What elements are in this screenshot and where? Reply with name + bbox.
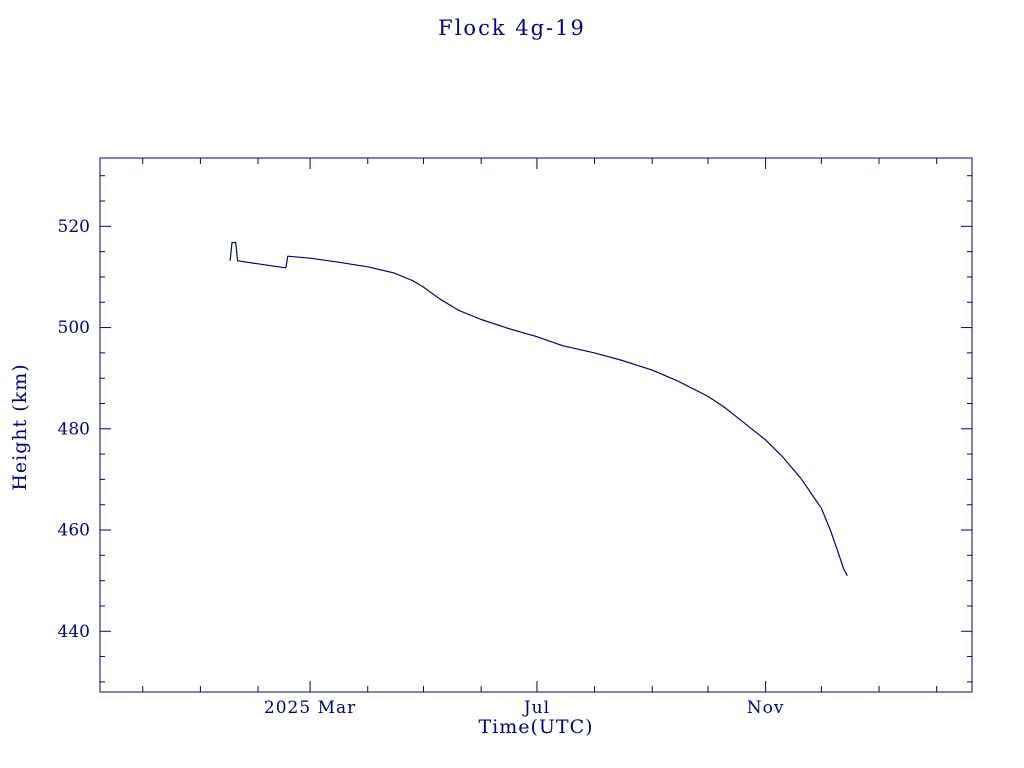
height-data-line [229, 241, 848, 576]
y-tick-label: 460 [58, 521, 90, 541]
y-tick-label: 520 [58, 217, 90, 237]
x-axis-title: Time(UTC) [478, 716, 594, 738]
plot-border [99, 157, 973, 693]
x-tick-label: 2025 Mar [264, 698, 356, 718]
chart-title: Flock 4g-19 [438, 16, 586, 40]
x-tick-label: Jul [522, 698, 550, 718]
y-tick-label: 480 [58, 419, 90, 439]
y-tick-label: 500 [58, 318, 90, 338]
y-tick-label: 440 [58, 622, 90, 642]
x-tick-label: Nov [747, 698, 785, 718]
